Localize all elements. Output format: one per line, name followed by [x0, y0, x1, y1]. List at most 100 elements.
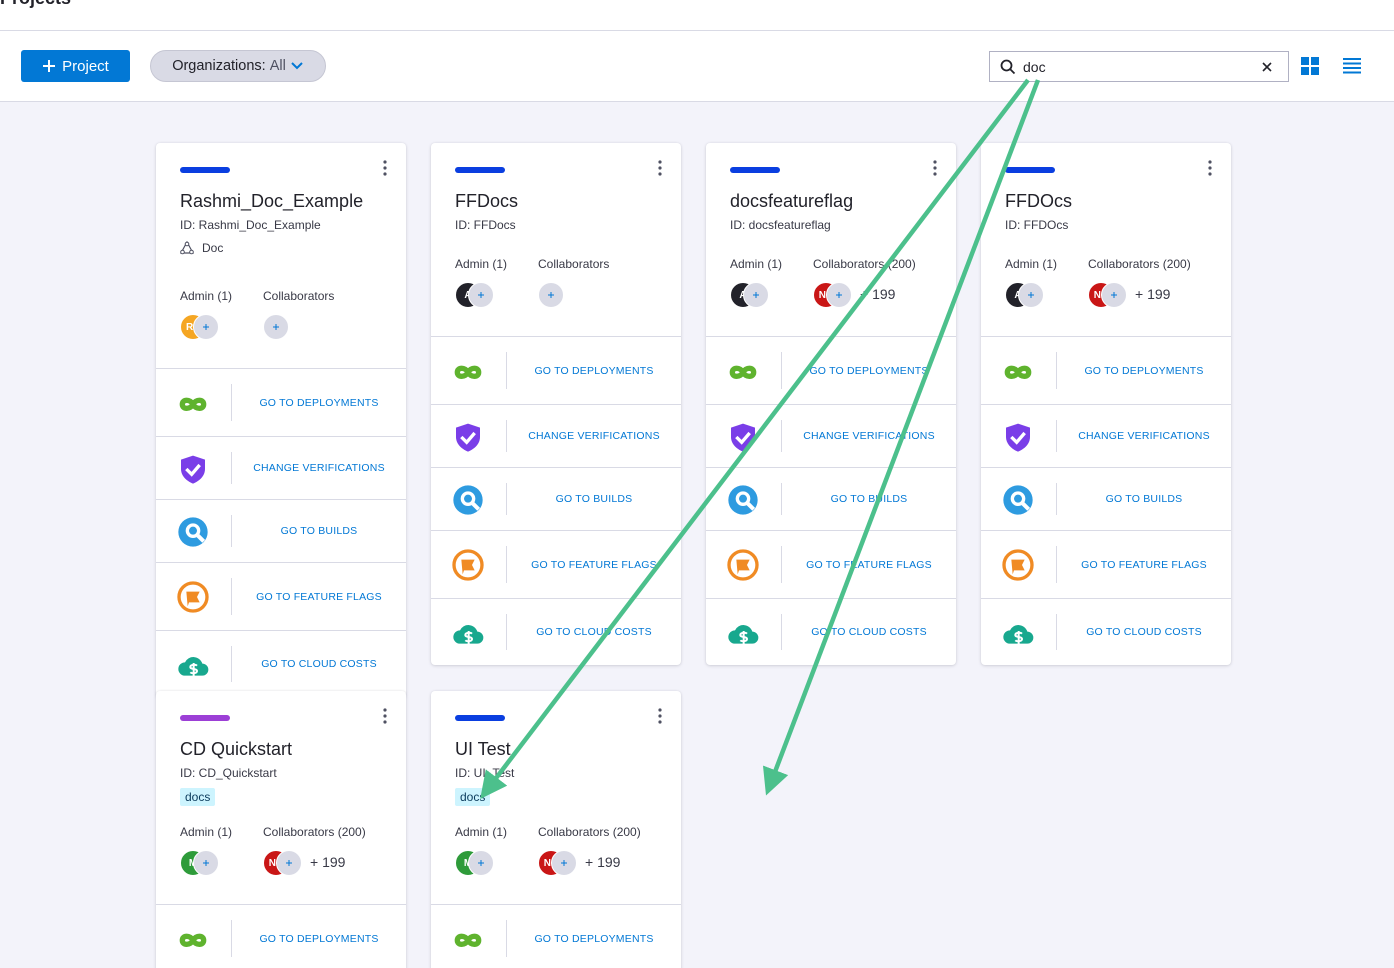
module-link[interactable]: GO TO FEATURE FLAGS	[156, 562, 406, 630]
card-menu[interactable]	[383, 160, 387, 176]
module-link[interactable]: GO TO CLOUD COSTS	[431, 598, 681, 665]
add-member[interactable]	[193, 850, 219, 876]
icon-shape	[203, 324, 209, 330]
add-member[interactable]	[1101, 282, 1127, 308]
icon-shape	[461, 559, 475, 575]
add-member[interactable]	[538, 282, 564, 308]
search-text: doc	[1023, 59, 1046, 75]
more-count: + 199	[585, 854, 621, 870]
module-link[interactable]: GO TO CLOUD COSTS	[981, 598, 1231, 665]
admin-label: Admin (1)	[1005, 257, 1058, 271]
icon-shape	[933, 160, 937, 164]
plus-icon	[836, 292, 842, 298]
module-link[interactable]: CHANGE VERIFICATIONS	[156, 436, 406, 499]
card-menu[interactable]	[658, 708, 662, 724]
card-menu[interactable]	[383, 708, 387, 724]
module-icon	[181, 455, 205, 484]
icon-shape	[658, 160, 662, 164]
module-link[interactable]: GO TO CLOUD COSTS	[706, 598, 956, 665]
icon-shape	[658, 714, 662, 718]
icon-shape	[658, 166, 662, 170]
add-member[interactable]	[468, 850, 494, 876]
card-menu[interactable]	[1208, 160, 1212, 176]
add-member[interactable]	[551, 850, 577, 876]
card-menu[interactable]	[933, 160, 937, 176]
add-member[interactable]	[826, 282, 852, 308]
collaborators-label: Collaborators (200)	[263, 825, 366, 839]
module-link[interactable]: GO TO DEPLOYMENTS	[431, 904, 681, 968]
organization: Doc	[180, 241, 223, 255]
project-card[interactable]: docsfeatureflag ID: docsfeatureflag Admin …	[706, 143, 956, 665]
org-name: Doc	[202, 241, 224, 255]
module-link[interactable]: GO TO DEPLOYMENTS	[981, 336, 1231, 404]
project-id: ID: FFDocs	[455, 218, 516, 232]
icon-shape	[1004, 365, 1032, 379]
module-label: GO TO FEATURE FLAGS	[1081, 558, 1207, 571]
add-member[interactable]	[263, 314, 289, 340]
list-lines	[1343, 58, 1361, 74]
module-label: GO TO FEATURE FLAGS	[256, 590, 382, 603]
icon-shape	[933, 172, 937, 176]
add-member[interactable]	[743, 282, 769, 308]
tag: docs	[455, 788, 491, 806]
module-label: GO TO CLOUD COSTS	[811, 626, 927, 638]
add-member[interactable]	[193, 314, 219, 340]
grid-cell	[1311, 57, 1319, 65]
project-card[interactable]: Rashmi_Doc_Example ID: Rashmi_Doc_Example…	[156, 143, 406, 697]
module-link[interactable]: GO TO DEPLOYMENTS	[706, 336, 956, 404]
module-link[interactable]: GO TO CLOUD COSTS	[156, 630, 406, 697]
module-icon	[1003, 484, 1033, 515]
module-link[interactable]: CHANGE VERIFICATIONS	[981, 404, 1231, 467]
separator	[1056, 483, 1057, 515]
icon-shape	[1208, 160, 1212, 164]
project-card[interactable]: FFDOcs ID: FFDOcs Admin (1) Collaborators (…	[981, 143, 1231, 665]
clear-icon[interactable]	[1261, 61, 1273, 73]
add-member[interactable]	[276, 850, 302, 876]
org-filter[interactable]: Organizations: All	[150, 50, 326, 82]
module-link[interactable]: GO TO FEATURE FLAGS	[981, 530, 1231, 598]
admin-label: Admin (1)	[455, 257, 508, 271]
module-link[interactable]: GO TO DEPLOYMENTS	[431, 336, 681, 404]
module-link[interactable]: GO TO FEATURE FLAGS	[706, 530, 956, 598]
grid-view-toggle[interactable]	[1301, 57, 1319, 75]
module-label: GO TO DEPLOYMENTS	[534, 932, 654, 945]
add-member[interactable]	[468, 282, 494, 308]
card-menu[interactable]	[658, 160, 662, 176]
module-label: GO TO BUILDS	[555, 493, 633, 505]
module-link[interactable]: GO TO BUILDS	[156, 499, 406, 562]
module-link[interactable]: GO TO BUILDS	[981, 467, 1231, 530]
module-label: GO TO CLOUD COSTS	[536, 626, 652, 638]
list-view-toggle[interactable]	[1343, 58, 1361, 74]
module-link[interactable]: CHANGE VERIFICATIONS	[706, 404, 956, 467]
module-link[interactable]: GO TO BUILDS	[431, 467, 681, 530]
admin-label: Admin (1)	[455, 825, 508, 839]
module-icon	[1003, 624, 1034, 644]
project-id: ID: docsfeatureflag	[730, 218, 831, 232]
color-bar	[1005, 167, 1055, 173]
top-bar: Projects Project Organizations: All doc	[0, 0, 1394, 102]
module-link[interactable]: GO TO DEPLOYMENTS	[156, 904, 406, 968]
module-link[interactable]: CHANGE VERIFICATIONS	[431, 404, 681, 467]
add-member[interactable]	[1018, 282, 1044, 308]
project-card[interactable]: CD Quickstart ID: CD_Quickstart docs Admin …	[156, 691, 406, 968]
new-project-button[interactable]: Project	[21, 50, 130, 82]
icon-shape	[658, 708, 662, 712]
module-icon	[454, 365, 482, 379]
icon-shape	[383, 166, 387, 170]
module-link[interactable]: GO TO FEATURE FLAGS	[431, 530, 681, 598]
module-icon	[731, 423, 755, 452]
page-title: Projects	[0, 0, 71, 9]
plus-icon	[548, 292, 554, 298]
chevron-path	[291, 62, 303, 70]
icon-shape	[1014, 494, 1022, 503]
module-icon	[452, 549, 484, 581]
search-box[interactable]: doc	[989, 51, 1289, 82]
separator	[1056, 420, 1057, 452]
project-card[interactable]: UI Test ID: UI_Test docs Admin (1) Collabora…	[431, 691, 681, 968]
module-link[interactable]: GO TO DEPLOYMENTS	[156, 368, 406, 436]
module-link[interactable]: GO TO BUILDS	[706, 467, 956, 530]
icon-shape	[1208, 172, 1212, 176]
separator	[506, 920, 507, 957]
